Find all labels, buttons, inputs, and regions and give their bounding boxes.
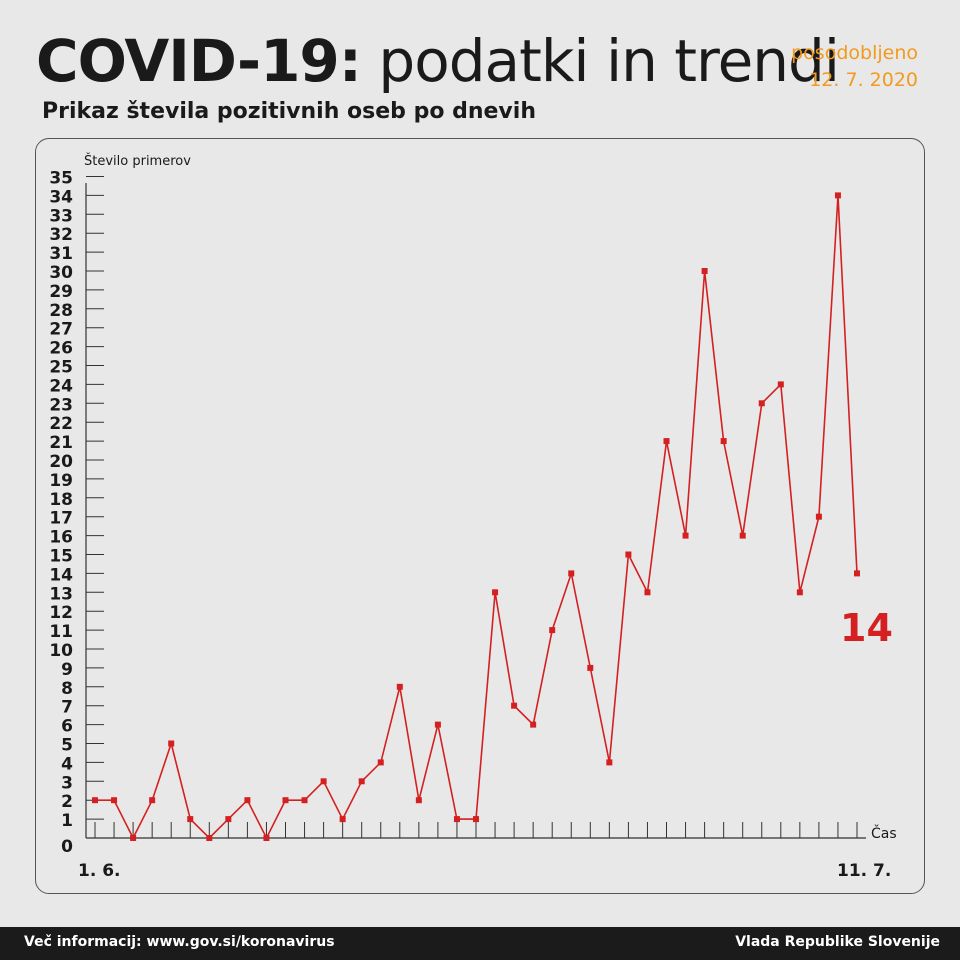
y-tick-label: 20	[49, 452, 73, 472]
page-title: COVID-19: podatki in trendi	[36, 26, 840, 96]
title-bold: COVID-19:	[36, 27, 362, 95]
data-point	[815, 513, 822, 520]
y-tick-label: 14	[49, 565, 73, 585]
data-point	[206, 835, 213, 841]
data-point	[549, 627, 556, 634]
data-point	[530, 721, 537, 728]
data-point	[663, 438, 670, 445]
data-point	[149, 797, 156, 804]
y-tick-label: 2	[61, 792, 73, 812]
data-point	[739, 532, 746, 539]
y-tick-label: 35	[49, 169, 73, 189]
y-tick-label: 31	[49, 244, 73, 264]
data-point	[473, 816, 479, 823]
y-tick-label: 26	[49, 339, 73, 359]
data-point	[701, 268, 708, 274]
y-tick-label: 33	[49, 206, 73, 226]
y-tick-label: 7	[61, 698, 73, 718]
data-point	[396, 683, 403, 690]
y-tick-label: 21	[49, 433, 73, 453]
y-tick-label: 11	[49, 622, 73, 642]
y-tick-label: 3	[61, 773, 73, 793]
data-point	[415, 797, 422, 804]
y-tick-label: 15	[49, 547, 73, 567]
data-point	[339, 816, 346, 823]
y-tick-label: 24	[49, 376, 73, 396]
footer: Več informacij: www.gov.si/koronavirus V…	[0, 927, 960, 960]
data-point	[606, 759, 613, 766]
y-tick-label: 18	[49, 490, 73, 510]
data-point	[492, 589, 499, 596]
y-tick-label: 9	[61, 660, 73, 680]
data-point	[777, 381, 784, 388]
data-point	[225, 816, 232, 823]
data-point	[301, 797, 308, 804]
chart-panel	[35, 138, 925, 894]
data-point	[587, 664, 594, 671]
data-point	[168, 740, 175, 747]
data-point	[130, 835, 137, 841]
y-axis-label: Število primerov	[84, 153, 191, 169]
y-tick-label: 29	[49, 282, 73, 302]
y-tick-label: 1	[61, 811, 73, 831]
chart-subtitle: Prikaz števila pozitivnih oseb po dnevih	[42, 99, 536, 124]
y-tick-label: 27	[49, 320, 73, 340]
y-tick-label: 6	[61, 717, 73, 737]
x-start-label: 1. 6.	[78, 861, 121, 881]
y-tick-label: 30	[49, 263, 73, 283]
y-tick-label: 32	[49, 225, 73, 245]
y-tick-label: 19	[49, 471, 73, 491]
y-tick-label: 23	[49, 395, 73, 415]
data-point	[625, 551, 632, 558]
data-point	[796, 589, 803, 596]
data-point	[111, 797, 118, 804]
x-end-label: 11. 7.	[837, 861, 891, 881]
data-point	[682, 532, 689, 539]
y-tick-label: 12	[49, 603, 73, 623]
y-tick-label: 13	[49, 584, 73, 604]
last-value-label: 14	[840, 606, 893, 650]
data-point	[187, 816, 194, 823]
data-point	[377, 759, 384, 766]
data-point	[282, 797, 289, 804]
footer-government: Vlada Republike Slovenije	[735, 934, 940, 950]
x-axis-label: Čas	[871, 824, 897, 842]
y-tick-label: 17	[49, 509, 73, 529]
y-tick-label: 5	[61, 736, 73, 756]
data-point	[854, 570, 860, 577]
title-light: podatki in trendi	[378, 27, 840, 95]
y-tick-label: 8	[61, 679, 73, 699]
data-point	[358, 778, 365, 785]
y-tick-label: 0	[61, 837, 73, 857]
updated-label: posodobljeno	[791, 42, 918, 64]
data-point	[263, 835, 270, 841]
update-info: posodobljeno 12. 7. 2020	[791, 40, 918, 94]
data-point	[511, 702, 518, 709]
updated-date: 12. 7. 2020	[809, 69, 918, 91]
data-point	[758, 400, 765, 407]
data-point	[720, 438, 727, 445]
y-tick-label: 28	[49, 301, 73, 321]
y-tick-label: 10	[49, 641, 73, 661]
y-tick-label: 16	[49, 528, 73, 548]
data-point	[92, 797, 98, 804]
y-tick-label: 34	[49, 187, 73, 207]
footer-more-info: Več informacij: www.gov.si/koronavirus	[24, 934, 335, 950]
y-tick-label: 25	[49, 358, 73, 378]
data-point	[568, 570, 575, 577]
y-tick-label: 22	[49, 414, 73, 434]
data-point	[453, 816, 460, 823]
series-line	[95, 195, 858, 840]
data-point	[644, 589, 651, 596]
data-point	[244, 797, 251, 804]
y-tick-label: 4	[61, 754, 73, 774]
data-point	[434, 721, 441, 728]
data-point	[320, 778, 327, 785]
data-point	[834, 192, 841, 199]
